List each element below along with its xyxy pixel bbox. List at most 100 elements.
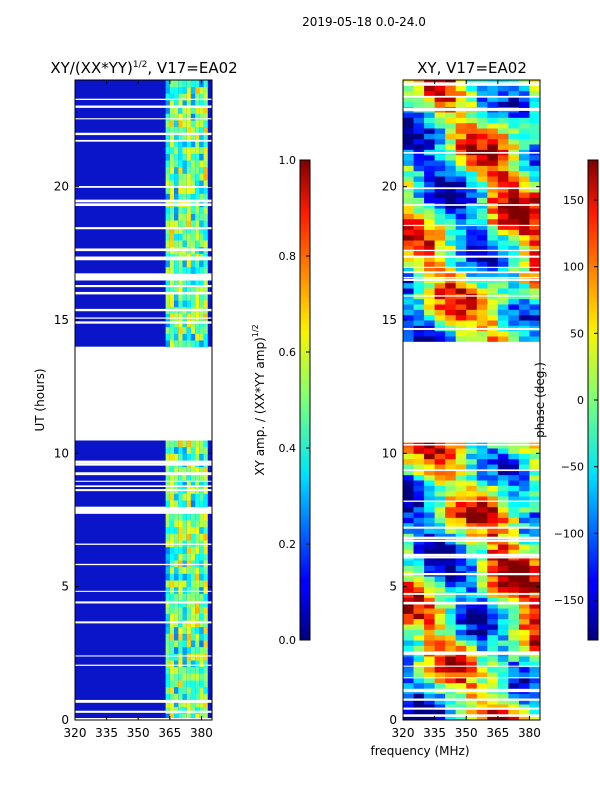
- heatmap-cell: [413, 506, 425, 513]
- heatmap-cell: [476, 256, 488, 262]
- heatmap-cell: [508, 330, 520, 337]
- heatmap-cell: [190, 233, 196, 241]
- heatmap-cell: [413, 288, 425, 294]
- heatmap-cell: [403, 624, 414, 630]
- heatmap-cell: [434, 208, 446, 214]
- heatmap-cell: [169, 593, 175, 601]
- heatmap-cell: [529, 282, 540, 289]
- heatmap-cell: [203, 613, 208, 621]
- heatmap-cell: [403, 128, 414, 134]
- heatmap-cell: [529, 698, 540, 705]
- heatmap-cell: [466, 101, 478, 108]
- heatmap-cell: [508, 693, 520, 700]
- heatmap-cell: [203, 313, 208, 321]
- heatmap-cell: [186, 440, 191, 448]
- heatmap-cell: [434, 469, 446, 476]
- heatmap-cell: [497, 112, 509, 118]
- heatmap-cell: [169, 146, 175, 154]
- heatmap-cell: [497, 698, 509, 705]
- heatmap-cell: [487, 624, 499, 630]
- heatmap-cell: [434, 85, 446, 92]
- heatmap-cell: [190, 493, 196, 501]
- heatmap-cell: [518, 592, 530, 598]
- heatmap-cell: [476, 704, 488, 710]
- heatmap-cell: [434, 464, 446, 470]
- heatmap-cell: [455, 240, 467, 246]
- heatmap-cell: [195, 666, 200, 674]
- flag-line: [403, 652, 540, 655]
- heatmap-cell: [497, 586, 509, 593]
- heatmap-cell: [487, 240, 499, 246]
- flag-line: [403, 601, 540, 605]
- heatmap-cell: [518, 682, 530, 689]
- heatmap-cell: [508, 336, 520, 342]
- heatmap-cell: [190, 153, 196, 161]
- heatmap-cell: [190, 126, 196, 134]
- heatmap-cell: [466, 170, 478, 177]
- heatmap-cell: [199, 580, 204, 588]
- heatmap-cell: [424, 336, 435, 342]
- heatmap-cell: [466, 549, 478, 556]
- heatmap-cell: [434, 240, 446, 246]
- heatmap-cell: [497, 656, 509, 662]
- heatmap-cell: [445, 576, 456, 582]
- flag-line: [403, 266, 540, 268]
- heatmap-cell: [529, 693, 540, 700]
- heatmap-cell: [434, 309, 446, 316]
- heatmap-cell: [165, 166, 170, 174]
- heatmap-cell: [169, 286, 175, 294]
- heatmap-cell: [203, 106, 208, 114]
- heatmap-cell: [203, 193, 208, 201]
- heatmap-cell: [169, 520, 175, 528]
- heatmap-cell: [186, 513, 191, 521]
- heatmap-cell: [476, 85, 488, 92]
- heatmap-cell: [169, 213, 175, 221]
- amplitude-flag-lines: [75, 98, 212, 720]
- heatmap-cell: [487, 336, 499, 342]
- heatmap-cell: [434, 560, 446, 566]
- heatmap-cell: [413, 624, 425, 630]
- heatmap-cell: [518, 197, 530, 204]
- heatmap-cell: [165, 80, 170, 88]
- heatmap-cell: [424, 133, 435, 140]
- heatmap-cell: [199, 206, 204, 214]
- heatmap-cell: [178, 686, 183, 694]
- heatmap-cell: [413, 469, 425, 476]
- heatmap-cell: [186, 620, 191, 628]
- heatmap-cell: [182, 620, 187, 628]
- heatmap-cell: [424, 629, 435, 636]
- heatmap-cell: [529, 266, 540, 273]
- heatmap-cell: [182, 113, 187, 121]
- heatmap-cell: [455, 469, 467, 476]
- heatmap-cell: [182, 600, 187, 608]
- heatmap-cell: [199, 600, 204, 608]
- heatmap-cell: [518, 666, 530, 673]
- heatmap-cell: [182, 280, 187, 288]
- heatmap-cell: [403, 560, 414, 566]
- heatmap-cell: [169, 680, 175, 688]
- heatmap-cell: [434, 512, 446, 518]
- heatmap-cell: [497, 453, 509, 460]
- heatmap-cell: [190, 693, 196, 701]
- amplitude-panel-title: XY/(XX*YY)1/2, V17=EA02: [50, 59, 237, 77]
- heatmap-cell: [434, 613, 446, 620]
- heatmap-cell: [199, 586, 204, 594]
- heatmap-cell: [190, 113, 196, 121]
- heatmap-cell: [434, 218, 446, 225]
- heatmap-cell: [199, 640, 204, 648]
- heatmap-cell: [466, 261, 478, 268]
- heatmap-cell: [403, 213, 414, 220]
- heatmap-cell: [445, 192, 456, 198]
- heatmap-cell: [508, 96, 520, 102]
- heatmap-cell: [497, 565, 509, 572]
- flag-line: [75, 132, 212, 136]
- heatmap-cell: [497, 576, 509, 582]
- heatmap-cell: [529, 549, 540, 556]
- heatmap-cell: [195, 220, 200, 228]
- heatmap-cell: [174, 473, 179, 481]
- heatmap-cell: [182, 640, 187, 648]
- heatmap-cell: [186, 453, 191, 461]
- heatmap-cell: [476, 608, 488, 614]
- heatmap-cell: [455, 442, 467, 449]
- heatmap-cell: [174, 646, 179, 654]
